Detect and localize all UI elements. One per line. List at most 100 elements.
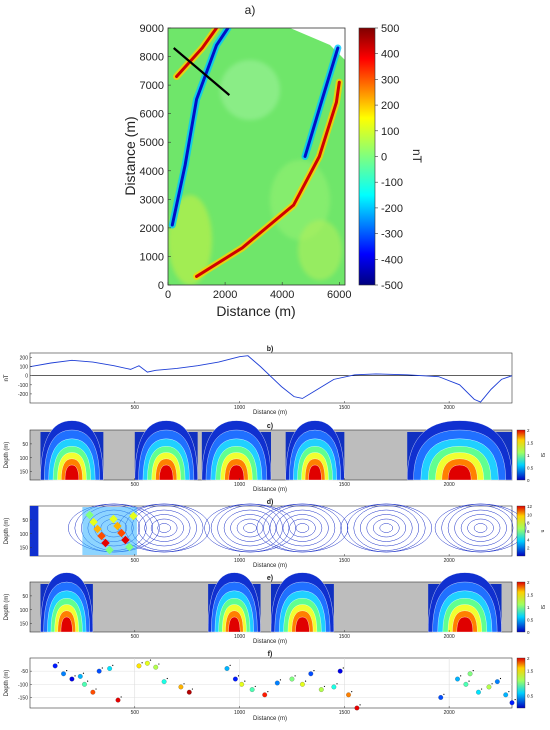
contour-line — [467, 518, 494, 538]
scatter-dot — [87, 680, 89, 682]
panel-a-label: a) — [245, 3, 256, 17]
x-tick-label: 500 — [131, 558, 140, 564]
map-colorbar-tick-label: 200 — [381, 100, 399, 112]
y-tick-label: 50 — [22, 594, 28, 600]
contour-line — [460, 514, 501, 542]
contour-line — [353, 505, 420, 551]
scatter-dot — [508, 691, 510, 693]
x-tick-label: 1000 — [234, 634, 245, 640]
panel-d-x-label: Distance (m) — [253, 563, 287, 569]
contour-line — [204, 503, 296, 553]
scatter-point — [463, 681, 469, 687]
scatter-point — [476, 689, 481, 695]
scatter-point — [77, 674, 83, 679]
contour-line — [217, 505, 283, 551]
scatter-dot — [460, 675, 462, 677]
contour-line — [340, 503, 433, 553]
contour-line — [473, 523, 488, 533]
scatter-point — [69, 676, 75, 682]
map-colorbar-ticks: 500 400 300 200 100 0 -100 -200 -300 -400 -500 — [375, 23, 403, 292]
x-tick-label: 1500 — [339, 482, 350, 488]
colorbar-tick-label: 0.5 — [527, 694, 534, 699]
map-x-tick-label: 4000 — [270, 289, 294, 301]
anomaly-layer — [228, 464, 245, 481]
y-tick-label: -50 — [21, 669, 28, 675]
panel-c-y-label: Depth (m) — [4, 442, 10, 469]
scatter-point — [354, 705, 360, 711]
scatter-dot — [304, 680, 307, 682]
x-tick-label: 2000 — [444, 710, 455, 716]
y-tick-label: 100 — [20, 532, 29, 538]
y-tick-label: 100 — [20, 456, 29, 462]
contour-line — [366, 514, 407, 542]
x-tick-label: 2000 — [444, 558, 455, 564]
scatter-point — [90, 689, 96, 695]
scatter-point — [274, 680, 280, 686]
map-y-tick-label: 3000 — [140, 194, 164, 206]
map-colorbar-tick-label: 100 — [381, 126, 399, 138]
map-feature-low-2 — [303, 46, 340, 158]
map-feature-high-3 — [175, 28, 219, 79]
scatter-dot — [149, 659, 152, 661]
scatter-dot — [499, 677, 502, 680]
scatter-dot — [237, 675, 240, 677]
colorbar-tick-label: 2 — [527, 656, 530, 661]
colorbar-tick-label: 10 — [527, 512, 533, 517]
contour-line — [276, 509, 329, 547]
scatter-dot — [66, 670, 68, 672]
panel-c-colorbar — [516, 429, 526, 481]
scatter-point — [161, 679, 167, 685]
scatter-dot — [481, 688, 483, 690]
contour-line — [289, 518, 316, 538]
profile-line — [172, 47, 231, 96]
colorbar-tick-label: 1 — [527, 681, 530, 686]
scatter-point — [186, 689, 192, 695]
contour-line — [150, 518, 178, 538]
map-x-tick-label: 0 — [165, 289, 171, 301]
contour-line — [373, 518, 400, 538]
scatter-dot — [95, 688, 97, 690]
contour-line — [144, 514, 184, 542]
map-colorbar-tick-label: 500 — [381, 23, 399, 35]
scatter-dot — [294, 675, 296, 677]
profile-x-axis: 500 1000 1500 2000 — [131, 401, 455, 411]
scatter-point — [318, 687, 324, 692]
panel-e-x-label: Distance (m) — [253, 639, 287, 645]
y-tick-label: 150 — [20, 470, 29, 476]
panel-a-map: a) 0 2000 4000 6000 01000200030004000500060… — [122, 3, 424, 319]
scatter-dot — [166, 677, 168, 680]
x-tick-label: 1000 — [234, 405, 245, 411]
scatter-dot — [82, 672, 85, 674]
map-colorbar-tick-label: -400 — [381, 254, 403, 266]
scatter-dot — [101, 667, 103, 669]
scatter-dot — [468, 680, 470, 682]
map-y-tick-label: 9000 — [140, 23, 164, 35]
x-tick-label: 500 — [131, 405, 140, 411]
scatter-point — [107, 666, 113, 671]
scatter-point — [346, 692, 351, 698]
scatter-point — [115, 697, 121, 703]
colorbar-tick-label: 1 — [527, 605, 530, 610]
map-y-tick-label: 8000 — [140, 52, 164, 64]
x-tick-label: 1000 — [234, 558, 245, 564]
scatter-dot — [74, 675, 76, 677]
anomaly-layer — [308, 464, 322, 481]
scatter-point — [438, 695, 444, 700]
colorbar-tick-label: 1.5 — [527, 593, 534, 598]
scatter-point — [136, 663, 142, 669]
panel-e-label: e) — [267, 575, 273, 582]
contour-line — [157, 523, 171, 533]
scatter-dot — [472, 670, 474, 672]
profile-y-label: nT — [4, 374, 10, 381]
scatter-dot — [183, 683, 185, 685]
contour-line — [256, 503, 349, 553]
map-y-axis: 0 1000 2000 3000 4000 5000 6000 7000 8000 9000 — [140, 23, 171, 292]
contour-line — [295, 523, 310, 533]
colorbar-tick-label: 0.5 — [527, 618, 534, 623]
map-feature-low-0 — [170, 28, 230, 227]
contour-line — [230, 514, 270, 542]
scatter-point — [249, 687, 255, 692]
panel-b-label: b) — [267, 346, 274, 353]
panel-d-section: d) 12 10 8 6 4 2 n 500 1000 1500 2000 50 100 150 Di… — [4, 499, 545, 569]
